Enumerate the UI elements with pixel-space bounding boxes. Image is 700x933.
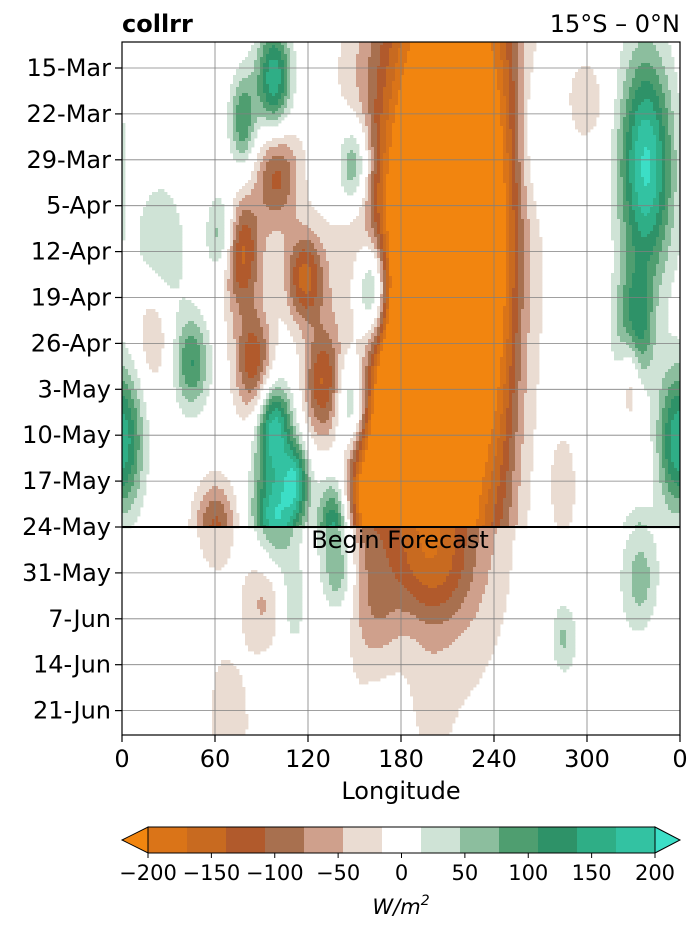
y-tick-label: 3-May: [37, 375, 111, 403]
colorbar-tick-label: −150: [183, 861, 241, 885]
y-tick-label: 12-Apr: [31, 238, 111, 266]
colorbar-segment: [421, 827, 461, 853]
x-tick-label: 180: [378, 745, 424, 773]
colorbar-tick-label: 150: [572, 861, 612, 885]
colorbar: −200 −150 −100 −50 0 50 100 150 200: [119, 826, 682, 885]
y-tick-label: 22-Mar: [27, 100, 112, 128]
colorbar-label-exponent: 2: [421, 893, 430, 909]
colorbar-tick-label: 200: [635, 861, 675, 885]
colorbar-segment: [265, 827, 305, 853]
y-tick-label: 26-Apr: [31, 329, 111, 357]
y-tick-label: 10-May: [22, 421, 111, 449]
x-tick-label: 60: [200, 745, 231, 773]
colorbar-segment: [226, 827, 266, 853]
colorbar-segment: [187, 827, 227, 853]
y-tick-label: 14-Jun: [33, 651, 111, 679]
colorbar-tick-label: −50: [316, 861, 360, 885]
y-tick-label: 19-Apr: [31, 284, 111, 312]
y-tick-label: 24-May: [22, 513, 111, 541]
colorbar-tick-label: −100: [246, 861, 304, 885]
x-tick-label: 120: [285, 745, 331, 773]
x-tick-label: 0: [114, 745, 129, 773]
colorbar-segment: [343, 827, 383, 853]
y-tick-label: 21-Jun: [33, 697, 111, 725]
x-tick-label: 0: [672, 745, 687, 773]
x-axis: 0 60 120 180 240 300 0: [114, 735, 688, 773]
x-tick-label: 240: [471, 745, 517, 773]
colorbar-segment: [304, 827, 344, 853]
chart-subtitle: 15°S – 0°N: [550, 10, 680, 38]
colorbar-segment: [499, 827, 539, 853]
colorbar-segment: [382, 827, 422, 853]
y-tick-label: 7-Jun: [48, 605, 111, 633]
colorbar-segment: [538, 827, 578, 853]
colorbar-label: W/m2: [372, 893, 429, 919]
y-tick-label: 5-Apr: [46, 192, 111, 220]
colorbar-tick-label: −200: [119, 861, 177, 885]
colorbar-segment: [460, 827, 500, 853]
y-tick-label: 29-Mar: [27, 146, 112, 174]
colorbar-segment: [148, 827, 188, 853]
colorbar-tick-label: 50: [452, 861, 479, 885]
colorbar-segment: [577, 827, 617, 853]
y-tick-label: 31-May: [22, 559, 111, 587]
colorbar-tick-label: 100: [508, 861, 548, 885]
y-tick-label: 15-Mar: [27, 54, 112, 82]
y-axis: 15-Mar 22-Mar 29-Mar 5-Apr 12-Apr 19-Apr 26-Ap…: [22, 54, 122, 725]
x-axis-label: Longitude: [341, 777, 460, 805]
forecast-annotation: Begin Forecast: [311, 526, 489, 554]
colorbar-tick-label: 0: [395, 861, 408, 885]
colorbar-extend-high: [654, 826, 682, 854]
chart-title: collrr: [122, 10, 193, 38]
colorbar-segment: [616, 827, 656, 853]
y-tick-label: 17-May: [22, 467, 111, 495]
colorbar-label-unit: W/m: [372, 895, 420, 919]
x-tick-label: 300: [564, 745, 610, 773]
colorbar-extend-low: [120, 826, 149, 854]
